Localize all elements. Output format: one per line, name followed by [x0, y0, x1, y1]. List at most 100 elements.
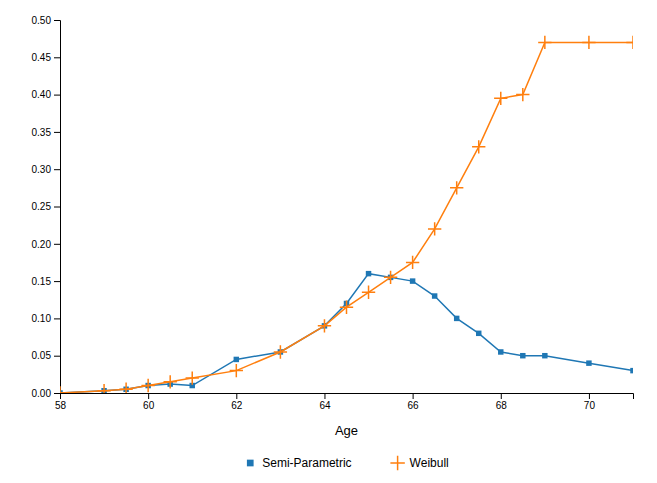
legend-label: Semi-Parametric: [262, 456, 351, 470]
tick-mark: [54, 244, 60, 245]
point: [472, 140, 485, 153]
tick-label: 0.00: [32, 388, 52, 399]
tick: 66: [408, 393, 420, 411]
tick: 0.50: [32, 15, 60, 26]
tick-mark: [501, 393, 502, 399]
point: [186, 371, 199, 384]
x-axis: 58 60 62 64 66 68 70: [55, 393, 634, 411]
point: [60, 386, 67, 393]
point: [494, 92, 507, 105]
legend: Semi-Parametric Weibull: [247, 456, 449, 470]
tick: 0.45: [32, 52, 60, 63]
point: [538, 36, 551, 49]
plot: 586062646668700.000.050.100.150.200.250.…: [32, 15, 640, 438]
tick-mark: [54, 57, 60, 58]
tick-mark: [54, 318, 60, 319]
marks: [60, 36, 633, 393]
tick-label: 0.20: [32, 239, 52, 250]
point: [454, 316, 459, 321]
tick: 58: [55, 393, 67, 411]
axis-domain: [54, 21, 61, 394]
point: [410, 278, 415, 283]
tick-label: 68: [496, 400, 508, 411]
point: [626, 36, 633, 49]
point: [582, 36, 595, 49]
legend-symbol: [390, 456, 404, 470]
tick: 0.20: [32, 239, 60, 250]
legend-symbol: [247, 460, 254, 467]
legend-label: Weibull: [410, 456, 449, 470]
tick-mark: [324, 393, 325, 399]
tick-label: 0.35: [32, 127, 52, 138]
tick: 0.10: [32, 313, 60, 324]
point: [230, 364, 243, 377]
point: [164, 375, 177, 388]
tick-label: 70: [584, 400, 596, 411]
tick-label: 62: [231, 400, 243, 411]
tick-mark: [413, 393, 414, 399]
tick-mark: [54, 356, 60, 357]
point: [498, 349, 503, 354]
point: [119, 383, 132, 393]
tick: 0.00: [32, 388, 60, 399]
x-axis-title: Age: [335, 423, 358, 438]
tick-mark: [54, 169, 60, 170]
tick: 0.30: [32, 164, 60, 175]
point: [318, 319, 331, 332]
tick-label: 0.50: [32, 15, 52, 26]
line: [60, 42, 633, 393]
legend-item: Semi-Parametric: [247, 456, 352, 470]
tick: 64: [319, 393, 331, 411]
line: [60, 274, 633, 393]
point: [542, 353, 547, 358]
tick-mark: [54, 393, 60, 394]
tick-label: 0.05: [32, 350, 52, 361]
tick-label: 66: [408, 400, 420, 411]
tick-label: 0.30: [32, 164, 52, 175]
point: [630, 368, 633, 373]
point: [428, 222, 441, 235]
tick: 70: [584, 393, 596, 411]
tick: 68: [496, 393, 508, 411]
tick: 0.25: [32, 201, 60, 212]
point: [97, 384, 110, 393]
tick-mark: [148, 393, 149, 399]
point: [432, 293, 437, 298]
point: [234, 357, 239, 362]
point: [384, 271, 397, 284]
point: [366, 271, 371, 276]
tick-label: 58: [55, 400, 67, 411]
tick-label: 0.40: [32, 89, 52, 100]
point: [274, 345, 287, 358]
series: [60, 36, 633, 393]
tick-mark: [236, 393, 237, 399]
tick-label: 60: [143, 400, 155, 411]
tick: 0.35: [32, 127, 60, 138]
axis-domain: [61, 394, 634, 400]
tick: 62: [231, 393, 243, 411]
point: [520, 353, 525, 358]
series: [60, 271, 633, 393]
chart: 586062646668700.000.050.100.150.200.250.…: [0, 0, 657, 483]
point: [406, 256, 419, 269]
tick-label: 64: [319, 400, 331, 411]
tick-label: 0.15: [32, 276, 52, 287]
y-axis: 0.00 0.05 0.10 0.15 0.20 0.25 0.30 0.35 0.40 0.45…: [32, 15, 61, 399]
point: [450, 181, 463, 194]
tick-mark: [54, 281, 60, 282]
tick-label: 0.10: [32, 313, 52, 324]
tick-label: 0.45: [32, 52, 52, 63]
point: [141, 379, 154, 392]
tick: 0.15: [32, 276, 60, 287]
tick: 0.40: [32, 89, 60, 100]
point: [340, 301, 353, 314]
point: [362, 286, 375, 299]
tick-mark: [54, 207, 60, 208]
tick-mark: [54, 95, 60, 96]
tick-mark: [54, 20, 60, 21]
point: [586, 360, 591, 365]
tick-mark: [54, 132, 60, 133]
point: [476, 331, 481, 336]
tick-mark: [589, 393, 590, 399]
tick-label: 0.25: [32, 201, 52, 212]
